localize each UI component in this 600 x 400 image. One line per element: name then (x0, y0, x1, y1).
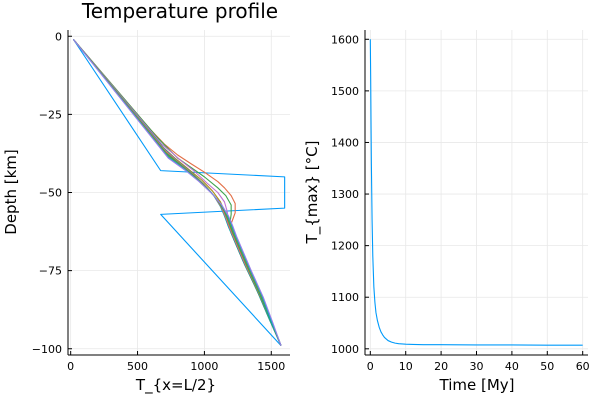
right-y-tick-label: 1000 (331, 343, 359, 356)
right-series-line-1 (369, 39, 583, 346)
left-x-tick-label: 500 (127, 360, 148, 373)
left-series-line-12 (72, 39, 282, 346)
left-y-tick-label: −100 (32, 343, 62, 356)
right-x-tick-label: 0 (367, 360, 374, 373)
left-y-tick-label: −75 (39, 265, 62, 278)
right-grid (365, 30, 588, 355)
left-chart-title: Temperature profile (81, 0, 278, 23)
right-y-axis-label: T_{max} [°C] (303, 141, 322, 245)
left-grid (68, 30, 290, 355)
right-y-tick-label: 1200 (331, 240, 359, 253)
left-x-tick-label: 0 (67, 360, 74, 373)
left-y-tick-label: 0 (55, 30, 62, 43)
right-x-tick-label: 60 (576, 360, 590, 373)
left-ticks: 0 500 1000 1500 0 −25 −50 −75 −100 (32, 30, 285, 373)
temperature-profile-panel: 0 500 1000 1500 0 −25 −50 −75 −100 Temperature p… (2, 0, 290, 395)
left-y-tick-label: −50 (39, 187, 62, 200)
right-y-tick-label: 1500 (331, 85, 359, 98)
right-x-tick-label: 30 (470, 360, 484, 373)
tmax-time-panel: 0 10 20 30 40 50 60 1000 1100 1200 1300 1400 1500 160… (303, 30, 590, 394)
left-x-tick-label: 1000 (190, 360, 218, 373)
right-x-axis-label: Time [My] (439, 376, 515, 394)
right-y-tick-label: 1100 (331, 291, 359, 304)
left-x-tick-label: 1500 (257, 360, 285, 373)
right-series (369, 39, 583, 346)
right-x-tick-label: 20 (434, 360, 448, 373)
left-x-axis-label: T_{x=L/2} (135, 376, 216, 395)
right-x-tick-label: 50 (540, 360, 554, 373)
right-y-tick-label: 1300 (331, 188, 359, 201)
left-series-line-1 (72, 39, 286, 347)
left-series (72, 39, 286, 347)
left-y-tick-label: −25 (39, 108, 62, 121)
right-y-tick-label: 1400 (331, 136, 359, 149)
right-y-tick-label: 1600 (331, 33, 359, 46)
right-ticks: 0 10 20 30 40 50 60 1000 1100 1200 1300 1400 1500 160… (331, 33, 590, 373)
right-x-tick-label: 40 (505, 360, 519, 373)
left-y-axis-label: Depth [km] (2, 149, 20, 234)
right-x-tick-label: 10 (399, 360, 413, 373)
